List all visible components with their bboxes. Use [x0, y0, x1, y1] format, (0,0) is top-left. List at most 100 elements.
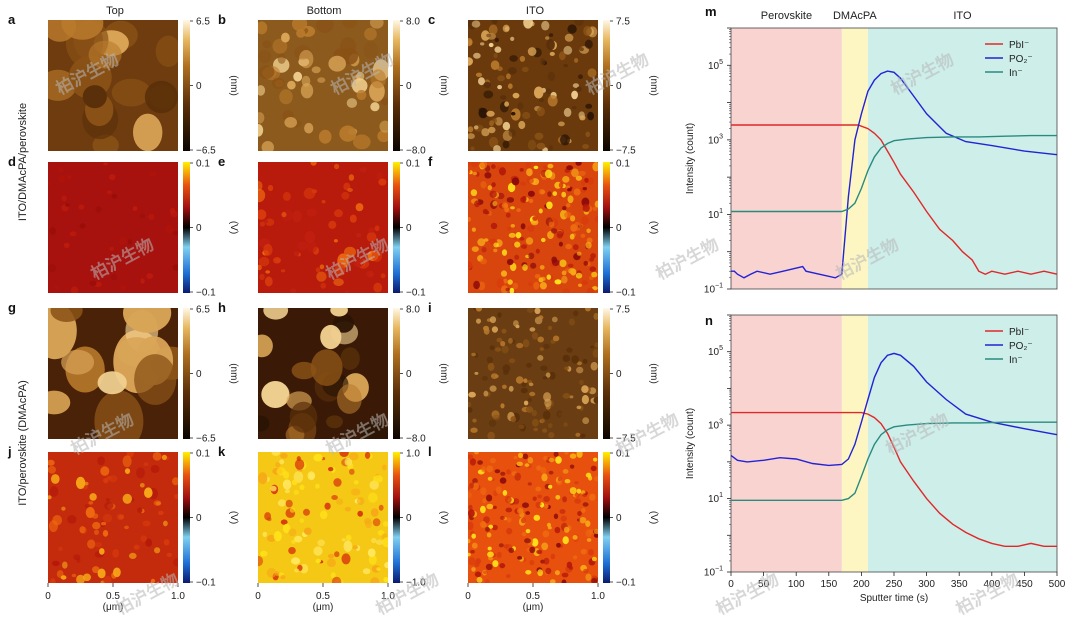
- afm-xtick-2: 0: [465, 591, 471, 602]
- panel-label-h: h: [218, 300, 226, 315]
- texture-c: [468, 20, 598, 151]
- colorbar-i: [603, 308, 610, 439]
- tof-sims-chart-n: n 10−1 101 103 105 Intensity (count) 0 50 100 150…: [685, 313, 1066, 604]
- afm-panel-a: a 6.5 0 −6.5 (nm): [8, 12, 239, 157]
- afm-xlabel-2: (μm): [523, 602, 544, 613]
- colorbar-unit-j: (V): [228, 511, 239, 524]
- colorbar-tick-b: −8.0: [406, 146, 426, 157]
- texture-h: [258, 308, 388, 439]
- column-title-top: Top: [106, 5, 124, 17]
- row-label-ito-dmacpa-perovskite: ITO/DMAcPA/perovskite: [17, 103, 29, 221]
- legend-label-n-0: PbI⁻: [1009, 327, 1029, 338]
- afm-panel-h: h 8.0 0 −8.0 (nm): [218, 300, 449, 445]
- panel-label-d: d: [8, 154, 16, 169]
- colorbar-unit-a: (nm): [228, 75, 239, 96]
- region-n-2: [867, 315, 1057, 572]
- colorbar-tick-c: 7.5: [616, 17, 630, 28]
- texture-g: [48, 308, 178, 439]
- colorbar-tick-f: −0.1: [616, 288, 636, 299]
- watermark-text: 柏沪生物: [952, 569, 1021, 619]
- column-title-ito: ITO: [526, 5, 545, 17]
- ytick-label-m: 105: [708, 59, 723, 72]
- xtick-label-n: 400: [983, 579, 1000, 590]
- tof-sims-chart-m: m Perovskite DMAcPA ITO 10−1 101 103 105 Intensi…: [685, 4, 1058, 296]
- ylabel-n: Intensity (count): [685, 408, 696, 479]
- afm-panel-i: i 7.5 0 −7.5 (nm): [428, 300, 659, 445]
- afm-xtick-1: 0: [255, 591, 261, 602]
- xtick-label-n: 500: [1049, 579, 1066, 590]
- xtick-label-n: 100: [788, 579, 805, 590]
- afm-xtick-0: 1.0: [171, 591, 185, 602]
- colorbar-tick-d: −0.1: [196, 288, 216, 299]
- afm-xtick-1: 1.0: [381, 591, 395, 602]
- afm-panel-b: b 8.0 0 −8.0 (nm): [218, 12, 449, 157]
- texture-f: [468, 162, 598, 293]
- xtick-label-n: 300: [918, 579, 935, 590]
- colorbar-unit-l: (V): [648, 511, 659, 524]
- xtick-label-n: 250: [886, 579, 903, 590]
- legend-label-n-1: PO₂⁻: [1009, 341, 1033, 352]
- colorbar-unit-k: (V): [438, 511, 449, 524]
- watermark-text: 柏沪生物: [652, 234, 721, 284]
- panel-label-i: i: [428, 300, 432, 315]
- legend-label-m-2: In⁻: [1009, 68, 1023, 79]
- xtick-label-n: 0: [728, 579, 734, 590]
- colorbar-unit-i: (nm): [648, 363, 659, 384]
- colorbar-d: [183, 162, 190, 293]
- texture-b: [258, 20, 388, 151]
- colorbar-tick-g: 6.5: [196, 305, 210, 316]
- watermark-text: 柏沪生物: [712, 569, 781, 619]
- colorbar-unit-d: (V): [228, 221, 239, 234]
- ytick-label-m: 101: [708, 208, 723, 221]
- colorbar-unit-c: (nm): [648, 75, 659, 96]
- colorbar-tick-i: 7.5: [616, 305, 630, 316]
- panel-label-l: l: [428, 444, 432, 459]
- axes-frame-m: [730, 27, 1058, 290]
- afm-panel-d: d 0.1 0 −0.1 (V): [8, 154, 239, 299]
- afm-xtick-1: 0.5: [316, 591, 330, 602]
- colorbar-unit-e: (V): [438, 221, 449, 234]
- colorbar-unit-g: (nm): [228, 363, 239, 384]
- image-map-d: [48, 162, 178, 293]
- colorbar-tick-a: 6.5: [196, 17, 210, 28]
- afm-xlabel-1: (μm): [313, 602, 334, 613]
- colorbar-tick-i: −7.5: [616, 434, 636, 445]
- colorbar-tick-c: −7.5: [616, 146, 636, 157]
- colorbar-b: [393, 20, 400, 151]
- texture-j: [48, 452, 178, 583]
- colorbar-tick-c: 0: [616, 81, 622, 92]
- panel-label-j: j: [7, 444, 12, 459]
- panel-label-b: b: [218, 12, 226, 27]
- afm-panel-g: g 6.5 0 −6.5 (nm): [8, 300, 239, 445]
- colorbar-l: [603, 452, 610, 583]
- colorbar-tick-g: 0: [196, 369, 202, 380]
- panel-label-g: g: [8, 300, 16, 315]
- row-label-ito-perovskite: ITO/perovskite (DMAcPA): [17, 380, 29, 506]
- colorbar-tick-e: 0.1: [406, 159, 420, 170]
- colorbar-tick-j: 0: [196, 513, 202, 524]
- colorbar-e: [393, 162, 400, 293]
- texture-e: [258, 162, 387, 293]
- colorbar-k: [393, 452, 400, 583]
- panel-label-c: c: [428, 12, 435, 27]
- series-line-m-In: [731, 134, 1057, 213]
- afm-panel-c: c 7.5 0 −7.5 (nm): [428, 12, 659, 157]
- xtick-label-n: 50: [758, 579, 770, 590]
- colorbar-unit-h: (nm): [438, 363, 449, 384]
- legend-label-m-1: PO₂⁻: [1009, 54, 1033, 65]
- xtick-label-n: 450: [1016, 579, 1033, 590]
- colorbar-tick-b: 0: [406, 81, 412, 92]
- region-label-m-0: Perovskite: [761, 10, 812, 22]
- colorbar-h: [393, 308, 400, 439]
- texture-l: [468, 452, 598, 583]
- colorbar-g: [183, 308, 190, 439]
- series-line-n-PbI: [731, 411, 1057, 547]
- colorbar-tick-a: 0: [196, 81, 202, 92]
- colorbar-tick-h: 0: [406, 369, 412, 380]
- afm-x-axes: 0 0.5 1.0 (μm) 0 0.5 1.0 (μm) 0 0.5 1.0 (μm): [45, 583, 605, 613]
- column-title-bottom: Bottom: [307, 5, 342, 17]
- afm-panel-j: j 0.1 0 −0.1 (V): [7, 444, 239, 589]
- colorbar-tick-j: 0.1: [196, 449, 210, 460]
- afm-xlabel-0: (μm): [103, 602, 124, 613]
